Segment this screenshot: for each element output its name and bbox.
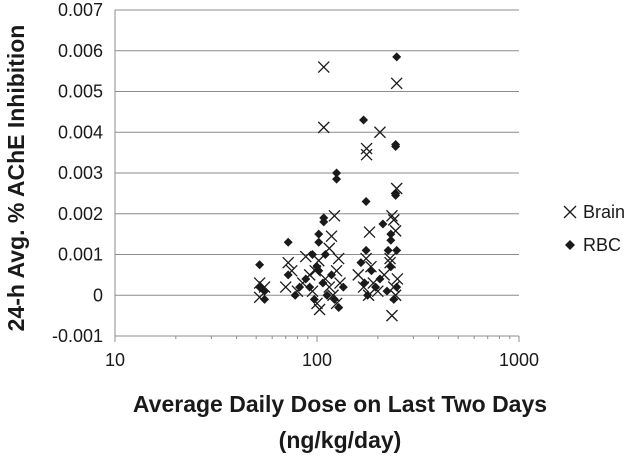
point-rbc: [391, 188, 401, 198]
point-rbc: [391, 142, 401, 152]
y-tick-label: 0.004: [58, 122, 103, 142]
point-brain: [387, 213, 400, 226]
point-rbc: [318, 278, 328, 288]
legend: Brain RBC: [563, 202, 625, 255]
x-tick-label: 100: [302, 350, 332, 370]
point-brain: [332, 252, 345, 265]
gridlines: [115, 9, 519, 337]
y-tick-label: 0.003: [58, 163, 103, 183]
point-brain: [282, 256, 295, 269]
point-rbc: [361, 245, 371, 255]
point-rbc: [360, 278, 370, 288]
y-tick-label: 0.006: [58, 41, 103, 61]
legend-marker-rbc: [565, 240, 575, 250]
point-rbc: [309, 294, 319, 304]
point-brain: [363, 226, 376, 239]
point-rbc: [329, 294, 339, 304]
point-rbc: [312, 262, 322, 272]
point-brain: [385, 209, 398, 222]
point-rbc: [320, 250, 330, 259]
legend-label-brain: Brain: [583, 202, 625, 222]
point-rbc: [283, 270, 293, 280]
y-tick-label: 0.001: [58, 245, 103, 265]
point-rbc: [371, 282, 381, 292]
point-rbc: [363, 290, 373, 300]
point-rbc: [305, 282, 315, 292]
legend-label-rbc: RBC: [583, 235, 621, 255]
point-brain: [374, 126, 386, 139]
point-rbc: [260, 286, 270, 296]
point-rbc: [382, 286, 392, 296]
y-tick-label: 0.005: [58, 82, 103, 102]
point-rbc: [314, 237, 324, 247]
point-brain: [317, 121, 330, 134]
x-tick-label: 1000: [499, 350, 539, 370]
point-rbc: [283, 237, 293, 247]
point-brain: [352, 268, 365, 281]
point-rbc: [260, 294, 270, 304]
legend-marker-brain: [563, 205, 577, 219]
point-rbc: [322, 290, 332, 300]
point-brain: [390, 77, 403, 90]
point-rbc: [301, 274, 311, 284]
point-rbc: [290, 290, 300, 300]
point-brain: [279, 281, 292, 294]
point-rbc: [332, 174, 342, 184]
y-tick-label: -0.001: [52, 326, 103, 346]
point-rbc: [308, 250, 318, 259]
point-rbc: [338, 282, 348, 292]
point-brain: [328, 209, 341, 222]
point-rbc: [375, 274, 385, 284]
y-tick-label: 0.002: [58, 204, 103, 224]
x-axis-title-line2: (ng/kg/day): [279, 427, 402, 453]
point-brain: [299, 250, 312, 263]
point-rbc: [386, 229, 396, 239]
point-rbc: [359, 115, 369, 125]
point-rbc: [386, 235, 396, 245]
point-rbc: [255, 260, 265, 270]
point-rbc: [383, 245, 393, 255]
point-brain: [317, 61, 330, 74]
point-rbc: [327, 270, 337, 280]
data-points: [253, 52, 404, 322]
point-brain: [313, 303, 326, 316]
y-axis-title: 24-h Avg. % AChE Inhibition: [3, 25, 29, 332]
point-rbc: [334, 302, 344, 312]
x-axis-title-line1: Average Daily Dose on Last Two Days: [133, 391, 547, 417]
point-rbc: [295, 282, 305, 292]
x-tick-labels: 10 100 1000: [105, 350, 539, 370]
point-brain: [384, 252, 397, 265]
y-tick-labels: -0.001 0 0.001 0.002 0.003 0.004 0.005 0.006 0.0…: [52, 0, 103, 346]
point-brain: [325, 230, 338, 243]
point-rbc: [378, 219, 388, 229]
point-rbc: [361, 197, 371, 207]
point-rbc: [392, 52, 402, 62]
point-brain: [385, 309, 398, 322]
point-rbc: [386, 262, 396, 272]
point-rbc: [356, 258, 366, 268]
point-rbc: [366, 266, 376, 276]
point-rbc: [319, 217, 329, 227]
point-rbc: [332, 168, 342, 178]
point-rbc: [392, 282, 402, 292]
point-brain: [360, 148, 373, 161]
y-tick-label: 0: [93, 285, 103, 305]
point-rbc: [314, 229, 324, 239]
axes: [114, 10, 520, 342]
point-brain: [360, 142, 373, 155]
point-rbc: [389, 294, 399, 304]
point-rbc: [392, 245, 402, 255]
point-brain: [391, 272, 404, 285]
y-tick-label: 0.007: [58, 0, 103, 20]
x-tick-label: 10: [105, 350, 125, 370]
